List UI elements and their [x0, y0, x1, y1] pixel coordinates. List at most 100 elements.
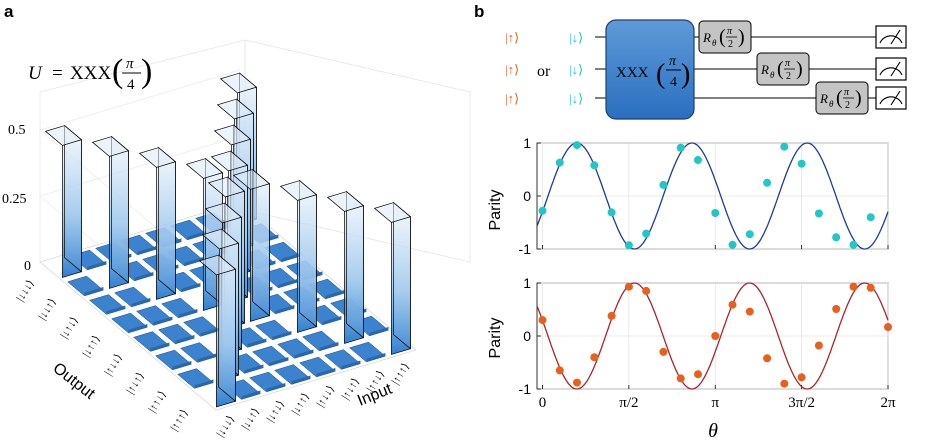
bar3d-tile-edge [247, 338, 267, 348]
output-state-label: |↑↓↓⟩ [102, 352, 124, 378]
rotation-gate-box [815, 81, 869, 115]
bar3d-cell [198, 254, 237, 408]
gate-paren-right: ) [681, 59, 690, 90]
x-tick-label: 2π [880, 395, 896, 411]
bar3d-cell [136, 305, 173, 326]
bar3d-face-top [44, 125, 83, 146]
y-tick-label: -1 [519, 241, 532, 257]
bar3d-tile-edge [241, 390, 261, 400]
bar3d-tile-edge [294, 349, 314, 359]
measurement-meter-icon [875, 57, 907, 81]
bar3d-cell [91, 135, 130, 289]
parity-ylabel-top: Parity [487, 190, 504, 231]
y-tick-label: 0 [523, 328, 531, 344]
input-state-label: |↓↑↓⟩ [265, 399, 287, 425]
output-state-label: |↑↑↑⟩ [168, 407, 190, 433]
y-tick-label: 1 [523, 135, 531, 151]
bar3d-face-top [326, 191, 365, 212]
data-point [728, 240, 737, 249]
bar3d-tile-edge [319, 342, 339, 351]
bar3d-tile-edge [150, 342, 170, 352]
data-point [849, 282, 858, 291]
bar3d-face-top [213, 124, 252, 146]
circuit-diagram: |↑⟩ |↑⟩ |↑⟩ or |↓⟩ |↓⟩ |↓⟩ XXX ( π 4 ) R… [505, 19, 907, 120]
parity-plot-up: 1 0 -1 0 π/2 π 3π/2 2π [519, 275, 896, 411]
data-point [780, 142, 789, 151]
output-state-label: |↓↓↓⟩ [14, 278, 36, 304]
xxx-gate-box [605, 19, 695, 120]
bar3d-cell [252, 345, 289, 367]
down-state-ket: |↓⟩ [569, 62, 583, 77]
data-point [814, 209, 823, 218]
bar3d-cell [373, 201, 412, 355]
equation-denominator: 4 [127, 77, 135, 93]
rotation-denominator: 2 [786, 71, 791, 82]
data-point [590, 353, 599, 362]
bar3d-face-side [64, 124, 82, 273]
bar3d-face-side [158, 146, 176, 295]
equation-operator: XXX [70, 63, 111, 84]
bar3d-cell [155, 349, 192, 371]
meter-needle [890, 61, 901, 77]
theta-xlabel: θ [708, 420, 718, 441]
data-point [866, 213, 875, 222]
meter-needle [890, 29, 901, 45]
input-state-label: |↓↓↓⟩ [215, 414, 237, 440]
data-point [642, 229, 651, 238]
data-point [624, 282, 633, 291]
data-point [745, 307, 754, 316]
meter-arc [879, 35, 903, 44]
bar3d-face-top [210, 150, 249, 172]
rotation-numerator: π [785, 58, 791, 69]
bar3d-cell [89, 294, 126, 315]
bar3d-cell [138, 146, 177, 300]
rotation-gate-box [756, 52, 810, 86]
data-point [659, 347, 668, 356]
bar3d-tile-edge [272, 331, 292, 340]
x-tick-label: 3π/2 [788, 395, 815, 411]
bar3d-cell [158, 323, 195, 345]
bar3d-tile-edge [134, 272, 154, 281]
bar3d-cell [111, 312, 148, 334]
bar3d-face-top [216, 98, 255, 120]
bar3d-tile-edge [184, 257, 204, 266]
bar3d-tile-edge [194, 379, 214, 389]
equation-paren-left: ( [112, 53, 123, 90]
bar3d-face-top [198, 254, 237, 276]
bar3d-face-top [279, 180, 318, 201]
bar3d-tile-edge [128, 324, 148, 333]
rotation-paren-left: ( [836, 87, 843, 109]
bar3d-cell [274, 364, 311, 385]
data-point [763, 354, 772, 363]
bar3d-tile-edge [275, 305, 295, 314]
meter-arc [879, 67, 903, 76]
data-point [694, 156, 702, 164]
rotation-denominator: 2 [845, 100, 850, 111]
gate-denominator: 4 [670, 75, 677, 90]
bar3d-cell [324, 349, 361, 370]
input-state-label: |↓↓↑⟩ [240, 406, 262, 432]
meter-needle [890, 90, 901, 106]
bar3d-cell [279, 179, 318, 333]
rotation-paren-left: ( [777, 58, 784, 80]
bar3d-cell [277, 338, 314, 359]
bar3d-face-top [232, 169, 271, 190]
bar3d-cell [302, 330, 339, 352]
equation-paren-right: ) [141, 53, 152, 90]
bar3d-tile-edge [106, 305, 126, 315]
bar3d-tile-edge [197, 353, 217, 363]
or-text: or [537, 63, 551, 80]
up-state-ket: |↑⟩ [505, 30, 519, 45]
z-tick-label: 0.25 [2, 192, 27, 207]
bar3d-tile-edge [281, 253, 301, 262]
input-state-label: |↑↓↓⟩ [315, 384, 337, 410]
x-tick-label: 0 [539, 395, 547, 411]
z-tick-label: 0 [24, 259, 31, 274]
bar3d-face-top [373, 202, 412, 223]
bar3d-plot [39, 72, 417, 411]
data-point [538, 206, 547, 215]
bar3d-tile-edge [153, 316, 173, 326]
